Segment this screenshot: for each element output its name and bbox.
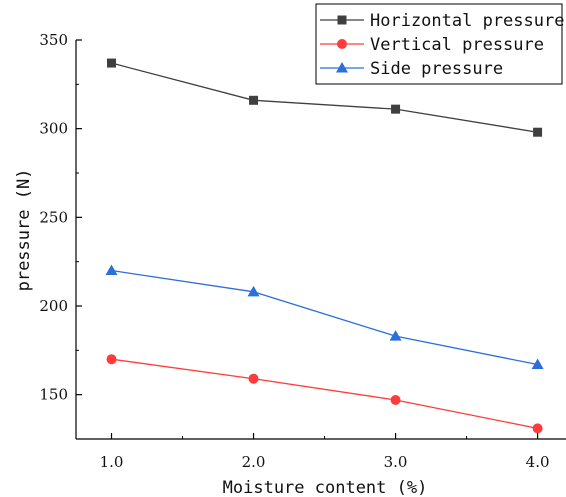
side-pressure-line bbox=[111, 269, 538, 366]
side-pressure-legend-label: Side pressure bbox=[370, 59, 503, 79]
horizontal-pressure-point bbox=[107, 58, 117, 68]
side-pressure-point bbox=[247, 285, 260, 297]
vertical-pressure-legend-marker bbox=[337, 39, 347, 49]
side-pressure-point bbox=[389, 330, 402, 341]
y-tick-label: 200 bbox=[39, 297, 68, 315]
y-tick-label: 150 bbox=[39, 386, 68, 404]
vertical-pressure-point bbox=[532, 423, 543, 434]
x-tick-label: 4.0 bbox=[526, 453, 550, 471]
y-tick-label: 250 bbox=[39, 208, 68, 226]
plot-area bbox=[75, 40, 566, 440]
side-pressure-point bbox=[105, 264, 118, 276]
y-axis-ticks: 150 200 250 300 350 bbox=[39, 31, 82, 404]
vertical-pressure-point bbox=[248, 373, 259, 384]
y-tick-label: 300 bbox=[39, 120, 68, 138]
vertical-pressure-point bbox=[390, 394, 401, 405]
y-axis-title: pressure (N) bbox=[14, 169, 34, 292]
x-tick-label: 1.0 bbox=[100, 453, 124, 471]
legend: Horizontal pressure Vertical pressure Side… bbox=[315, 3, 564, 85]
horizontal-pressure-point bbox=[249, 95, 259, 105]
x-axis-title: Moisture content (%) bbox=[223, 478, 428, 497]
vertical-pressure-point bbox=[106, 354, 117, 365]
vertical-pressure-line bbox=[111, 358, 538, 429]
horizontal-pressure-line bbox=[111, 62, 538, 133]
x-axis-ticks: 1.0 2.0 3.0 4.0 bbox=[100, 433, 550, 471]
series-layer bbox=[105, 58, 544, 434]
horizontal-pressure-legend-marker bbox=[337, 15, 347, 25]
y-tick-label: 350 bbox=[39, 31, 68, 49]
horizontal-pressure-point bbox=[533, 127, 543, 137]
side-pressure-point bbox=[531, 358, 544, 370]
vertical-pressure-legend-label: Vertical pressure bbox=[370, 35, 544, 55]
x-tick-label: 2.0 bbox=[242, 453, 266, 471]
horizontal-pressure-legend-label: Horizontal pressure bbox=[370, 11, 564, 31]
x-tick-label: 3.0 bbox=[384, 453, 408, 471]
side-pressure-legend-marker bbox=[336, 62, 348, 73]
horizontal-pressure-point bbox=[391, 104, 401, 114]
